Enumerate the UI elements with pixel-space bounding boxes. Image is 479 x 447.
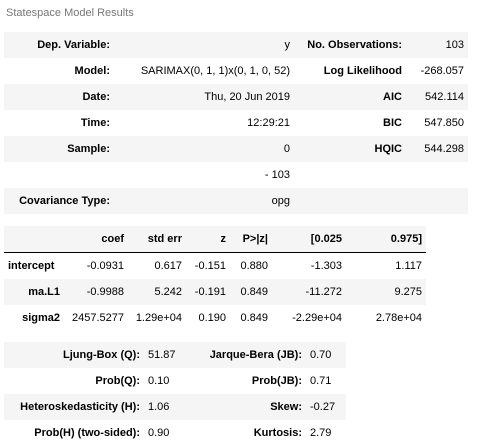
diagnostics-value: 0.70 (306, 342, 346, 368)
summary-label: Time: (4, 110, 114, 136)
diagnostics-label: Ljung-Box (Q): (4, 342, 144, 368)
summary-label: No. Observations: (294, 32, 406, 58)
summary-value: 544.298 (406, 136, 468, 162)
diagnostics-value: 0.10 (144, 368, 190, 394)
table-cell: 0.617 (128, 252, 186, 279)
summary-label: HQIC (294, 136, 406, 162)
summary-value: 0 (114, 136, 294, 162)
column-header: coef (64, 226, 128, 253)
column-header: [0.025 (272, 226, 346, 253)
diagnostics-row: Prob(H) (two-sided): 0.90 Kurtosis: 2.79 (4, 420, 346, 446)
diagnostics-label: Prob(JB): (190, 368, 306, 394)
table-cell: 2.78e+04 (346, 305, 426, 331)
summary-label: Log Likelihood (294, 58, 406, 84)
table-cell: -0.151 (186, 252, 230, 279)
summary-value: SARIMAX(0, 1, 1)x(0, 1, 0, 52) (114, 58, 294, 84)
diagnostics-value: 2.79 (306, 420, 346, 446)
column-header: 0.975] (346, 226, 426, 253)
table-cell: 0.849 (230, 279, 272, 305)
summary-row: Date: Thu, 20 Jun 2019 AIC 542.114 (4, 84, 468, 110)
column-header: std err (128, 226, 186, 253)
table-row: sigma2 2457.5277 1.29e+04 0.190 0.849 -2… (4, 305, 426, 331)
table-cell: 1.117 (346, 252, 426, 279)
diagnostics-row: Heteroskedasticity (H): 1.06 Skew: -0.27 (4, 394, 346, 420)
diagnostics-label: Jarque-Bera (JB): (190, 342, 306, 368)
summary-value: -268.057 (406, 58, 468, 84)
table-cell: 1.29e+04 (128, 305, 186, 331)
summary-label (294, 188, 406, 214)
table-caption: Statespace Model Results (6, 7, 134, 19)
table-cell: 9.275 (346, 279, 426, 305)
summary-value: y (114, 32, 294, 58)
summary-label: BIC (294, 110, 406, 136)
summary-value (406, 162, 468, 188)
diagnostics-label: Skew: (190, 394, 306, 420)
model-summary-table: Dep. Variable: y No. Observations: 103 M… (4, 32, 468, 214)
summary-row: Covariance Type: opg (4, 188, 468, 214)
summary-label (294, 162, 406, 188)
diagnostics-label: Kurtosis: (190, 420, 306, 446)
table-cell: -0.9988 (64, 279, 128, 305)
summary-label: Dep. Variable: (4, 32, 114, 58)
table-cell: 5.242 (128, 279, 186, 305)
diagnostics-table: Ljung-Box (Q): 51.87 Jarque-Bera (JB): 0… (4, 342, 346, 446)
summary-value (406, 188, 468, 214)
diagnostics-label: Heteroskedasticity (H): (4, 394, 144, 420)
row-label: intercept (4, 252, 64, 279)
summary-label: Sample: (4, 136, 114, 162)
coefficient-table: coef std err z P>|z| [0.025 0.975] inter… (4, 226, 426, 331)
summary-row: Dep. Variable: y No. Observations: 103 (4, 32, 468, 58)
table-cell: -0.191 (186, 279, 230, 305)
summary-value: 547.850 (406, 110, 468, 136)
table-cell: 2457.5277 (64, 305, 128, 331)
row-label: sigma2 (4, 305, 64, 331)
summary-label: Model: (4, 58, 114, 84)
coefficient-header-row: coef std err z P>|z| [0.025 0.975] (4, 226, 426, 253)
summary-value: 12:29:21 (114, 110, 294, 136)
summary-label: Covariance Type: (4, 188, 114, 214)
summary-value: 103 (406, 32, 468, 58)
summary-value: - 103 (114, 162, 294, 188)
summary-label: AIC (294, 84, 406, 110)
row-label: ma.L1 (4, 279, 64, 305)
diagnostics-label: Prob(Q): (4, 368, 144, 394)
diagnostics-value: 51.87 (144, 342, 190, 368)
summary-row: Sample: 0 HQIC 544.298 (4, 136, 468, 162)
diagnostics-label: Prob(H) (two-sided): (4, 420, 144, 446)
table-row: intercept -0.0931 0.617 -0.151 0.880 -1.… (4, 252, 426, 279)
diagnostics-value: 0.71 (306, 368, 346, 394)
table-cell: -1.303 (272, 252, 346, 279)
summary-row: Model: SARIMAX(0, 1, 1)x(0, 1, 0, 52) Lo… (4, 58, 468, 84)
summary-row: - 103 (4, 162, 468, 188)
summary-row: Time: 12:29:21 BIC 547.850 (4, 110, 468, 136)
table-cell: -2.29e+04 (272, 305, 346, 331)
summary-label: Date: (4, 84, 114, 110)
diagnostics-row: Prob(Q): 0.10 Prob(JB): 0.71 (4, 368, 346, 394)
table-cell: 0.880 (230, 252, 272, 279)
summary-value: opg (114, 188, 294, 214)
diagnostics-value: 1.06 (144, 394, 190, 420)
table-cell: -0.0931 (64, 252, 128, 279)
table-cell: 0.849 (230, 305, 272, 331)
table-row: ma.L1 -0.9988 5.242 -0.191 0.849 -11.272… (4, 279, 426, 305)
summary-value: Thu, 20 Jun 2019 (114, 84, 294, 110)
diagnostics-value: -0.27 (306, 394, 346, 420)
summary-value: 542.114 (406, 84, 468, 110)
column-header: P>|z| (230, 226, 272, 253)
table-cell: -11.272 (272, 279, 346, 305)
column-header (4, 226, 64, 253)
column-header: z (186, 226, 230, 253)
summary-label (4, 162, 114, 188)
diagnostics-row: Ljung-Box (Q): 51.87 Jarque-Bera (JB): 0… (4, 342, 346, 368)
diagnostics-value: 0.90 (144, 420, 190, 446)
table-cell: 0.190 (186, 305, 230, 331)
